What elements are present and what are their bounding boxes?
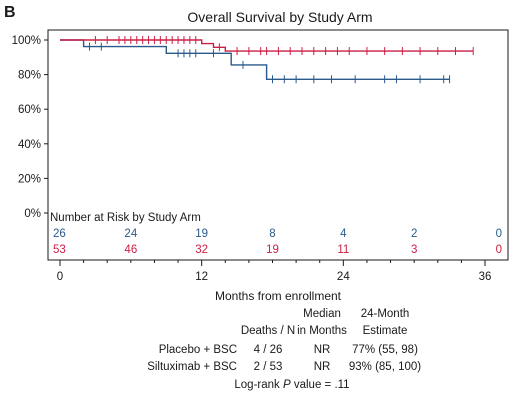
y-tick-label: 60% [18, 104, 41, 116]
summary-row-placebo-deaths: 4 / 26 [254, 344, 283, 356]
summary-table: Median 24-Month Deaths / N in Months Est… [147, 308, 421, 391]
censor-marks [89, 36, 474, 84]
y-tick-label: 0% [24, 208, 41, 220]
summary-row-siltuximab-median: NR [314, 361, 331, 373]
summary-header-estimate-2: Estimate [363, 325, 408, 337]
x-tick-label: 24 [337, 271, 350, 283]
summary-header-deaths: Deaths / N [241, 325, 295, 337]
y-tick-label: 40% [18, 139, 41, 151]
summary-row-siltuximab-name: Siltuximab + BSC [147, 361, 237, 373]
risk-table: 26 24 19 8 4 2 0 53 46 32 19 11 3 0 [53, 228, 502, 256]
y-tick-label: 80% [18, 70, 41, 82]
risk-count: 19 [266, 244, 279, 256]
logrank-line: Log-rank P value = .11 [234, 379, 349, 391]
survival-curves [60, 39, 474, 80]
x-tick-label: 0 [57, 271, 63, 283]
chart-title: Overall Survival by Study Arm [187, 9, 372, 25]
x-axis-ticks: 0 12 24 36 [57, 260, 492, 283]
x-axis-label: Months from enrollment [215, 289, 342, 303]
risk-count: 26 [53, 228, 66, 240]
risk-count: 4 [340, 228, 347, 240]
risk-count: 11 [337, 244, 349, 256]
risk-count: 8 [269, 228, 275, 240]
panel-label: B [4, 4, 16, 21]
series-line-placebo [60, 39, 450, 80]
risk-count: 53 [53, 244, 66, 256]
summary-row-placebo-median: NR [314, 344, 331, 356]
risk-count: 3 [411, 244, 417, 256]
plot-frame [47, 29, 509, 261]
risk-count: 46 [124, 244, 137, 256]
risk-count: 0 [496, 228, 502, 240]
summary-row-siltuximab-estimate: 93% (85, 100) [349, 361, 421, 373]
summary-row-placebo-name: Placebo + BSC [159, 344, 237, 356]
x-tick-label: 12 [195, 271, 208, 283]
y-tick-label: 100% [12, 35, 41, 47]
risk-count: 2 [411, 228, 417, 240]
summary-header-estimate-1: 24-Month [361, 308, 410, 320]
risk-count: 19 [195, 228, 208, 240]
summary-row-placebo-estimate: 77% (55, 98) [352, 344, 418, 356]
risk-count: 32 [195, 244, 208, 256]
y-axis-ticks: 0% 20% 40% 60% 80% 100% [12, 35, 48, 220]
axes [47, 29, 509, 261]
summary-row-siltuximab-deaths: 2 / 53 [254, 361, 283, 373]
risk-table-header: Number at Risk by Study Arm [50, 212, 201, 224]
risk-count: 24 [124, 228, 137, 240]
x-tick-label: 36 [479, 271, 492, 283]
summary-header-median-1: Median [303, 308, 341, 320]
y-tick-label: 20% [18, 173, 41, 185]
risk-count: 0 [496, 244, 502, 256]
series-line-siltuximab [60, 39, 474, 52]
summary-header-median-2: in Months [297, 325, 347, 337]
